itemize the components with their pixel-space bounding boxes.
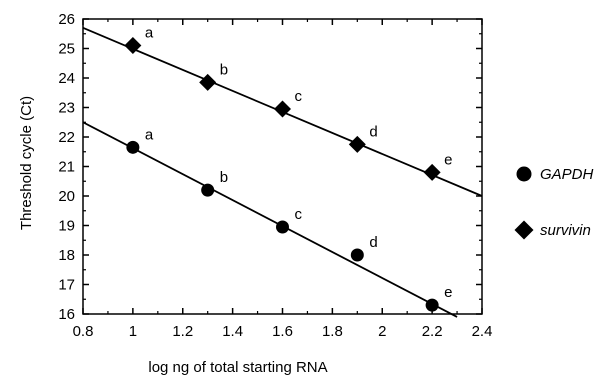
data-point-gapdh: [126, 140, 140, 154]
y-tick-label: 17: [58, 277, 75, 294]
x-tick-label: 1.4: [222, 323, 243, 340]
y-tick-label: 25: [58, 41, 75, 58]
data-point-gapdh: [350, 248, 364, 262]
point-label: d: [369, 234, 377, 251]
point-label: c: [295, 206, 303, 223]
point-label: e: [444, 151, 452, 168]
y-tick-label: 20: [58, 188, 75, 205]
point-label: a: [145, 25, 154, 42]
data-point-survivin: [124, 37, 142, 55]
x-tick-label: 0.8: [73, 323, 94, 340]
y-tick-label: 23: [58, 100, 75, 117]
point-label: d: [369, 123, 377, 140]
y-tick-label: 18: [58, 247, 75, 264]
x-tick-label: 1.8: [322, 323, 343, 340]
y-tick-label: 22: [58, 129, 75, 146]
y-tick-label: 26: [58, 11, 75, 28]
data-point-gapdh: [276, 220, 289, 234]
plot-frame: [82, 18, 483, 315]
x-axis-label: log ng of total starting RNA: [148, 359, 327, 376]
data-point-survivin: [199, 73, 217, 91]
x-tick-label: 1.2: [172, 323, 193, 340]
data-point-gapdh: [201, 183, 215, 197]
data-point-gapdh: [425, 298, 439, 312]
x-tick-label: 2.4: [472, 323, 493, 340]
legend-marker-survivin: [514, 220, 534, 240]
legend-label-gapdh: GAPDH: [540, 166, 594, 183]
y-tick-label: 16: [58, 306, 75, 323]
point-label: b: [220, 61, 228, 78]
data-point-survivin: [274, 100, 291, 118]
y-axis-label: Threshold cycle (Ct): [18, 96, 35, 230]
y-tick-label: 24: [58, 70, 75, 87]
point-label: c: [295, 88, 303, 105]
legend-label-survivin: survivin: [540, 222, 591, 239]
data-point-survivin: [423, 163, 441, 181]
x-tick-label: 1: [129, 323, 137, 340]
y-tick-label: 21: [58, 159, 75, 176]
legend: GAPDH survivin: [514, 166, 594, 240]
axes: 0.8 1 1.2 1.4 1.6 1.8 2 2.2 2.4 16 17 18 19 20 21 22 23 2…: [58, 11, 492, 340]
point-label: e: [444, 284, 452, 301]
point-label: a: [145, 126, 154, 143]
x-tick-label: 2.2: [422, 323, 443, 340]
legend-marker-gapdh: [516, 166, 532, 182]
x-tick-label: 2: [378, 323, 386, 340]
x-tick-label: 1.6: [272, 323, 293, 340]
plot-marks: a b c d e a b c d e: [82, 25, 483, 318]
point-label: b: [220, 169, 228, 186]
fit-line-gapdh: [82, 121, 458, 318]
data-point-survivin: [348, 135, 366, 153]
y-tick-label: 19: [58, 218, 75, 235]
